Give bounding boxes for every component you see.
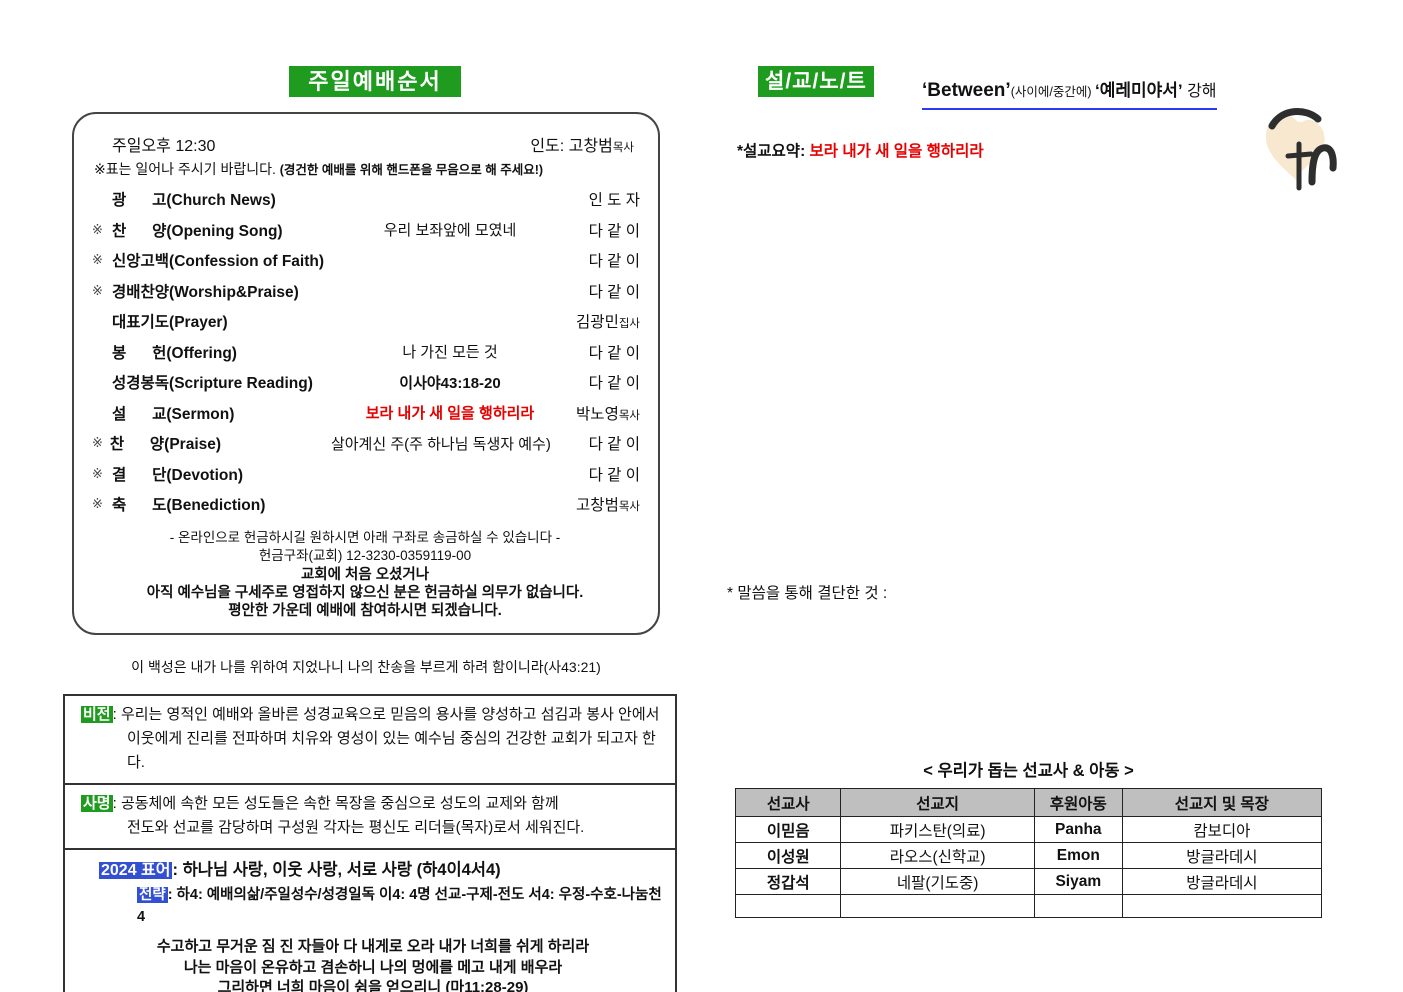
row-leader: 다 같 이 (588, 375, 640, 393)
header-missionary: 선교사 (734, 788, 842, 817)
summary-text: 보라 내가 새 일을 행하리라 (809, 143, 984, 160)
worship-row-praise-worship: ※ 경배찬양(Worship&Praise) 다 같 이 (90, 276, 640, 307)
heart-cross-logo-icon (1262, 106, 1340, 199)
row-leader: 김광민집사 (576, 314, 640, 332)
worship-row-praise: ※ 찬 양(Praise) 살아계신 주(주 하나님 독생자 예수) 다 같 이 (90, 428, 640, 459)
service-leader: 인도: 고창범목사 (530, 138, 634, 155)
table-header-row: 선교사 선교지 후원아동 선교지 및 목장 (734, 788, 1323, 817)
row-leader: 다 같 이 (588, 283, 640, 301)
welcome-line-2: 아직 예수님을 구세주로 영접하지 않으신 분은 헌금하실 의무가 없습니다. (146, 584, 584, 601)
series-name: ‘Between’ (922, 80, 1011, 101)
sermon-series-title: ‘Between’(사이에/중간에) ‘예레미야서’ 강해 (922, 76, 1217, 110)
mission-label: 사명 (81, 795, 113, 812)
stand-marker: ※ (92, 496, 103, 512)
service-time: 주일오후 12:30 (112, 138, 216, 155)
mission-line-2: 전도와 선교를 감당하며 구성원 각자는 평신도 리더들(목자)로서 세워진다. (127, 819, 585, 836)
table-row: 이믿음 파키스탄(의료) Panha 캄보디아 (734, 816, 1323, 843)
worship-order-box: 주일오후 12:30 인도: 고창범목사 ※표는 일어나 주시기 바랍니다. (… (72, 112, 660, 635)
giving-notes: - 온라인으로 헌금하시길 원하시면 아래 구좌로 송금하실 수 있습니다 - … (90, 529, 640, 620)
stand-marker: ※ (92, 435, 103, 451)
summary-label: *설교요약: (737, 143, 810, 160)
vision-box: 비전: 우리는 영적인 예배와 올바른 성경교육으로 믿음의 용사를 양성하고 … (63, 694, 677, 785)
worship-row-scripture: 성경봉독(Scripture Reading) 이사야43:18-20 다 같 … (90, 367, 640, 398)
vision-line-2: 이웃에게 진리를 전파하며 치유와 영성이 있는 예수님 중심의 건강한 교회가… (127, 730, 656, 771)
header-field-mokjang: 선교지 및 목장 (1121, 788, 1323, 817)
worship-row-offering: 봉 헌(Offering) 나 가진 모든 것 다 같 이 (90, 337, 640, 368)
worship-row-benediction: ※ 축 도(Benediction) 고창범목사 (90, 489, 640, 520)
worship-box-header: 주일오후 12:30 인도: 고창범목사 (90, 130, 640, 156)
stand-marker: ※ (92, 282, 103, 298)
mission-line-1: 사명: 공동체에 속한 모든 성도들은 속한 목장을 중심으로 성도의 교제와 … (81, 795, 559, 812)
row-leader: 다 같 이 (588, 344, 640, 362)
motto-box: 2024 표어: 하나님 사랑, 이웃 사랑, 서로 사랑 (하4이4서4) 전… (63, 848, 677, 992)
leader-title-suffix: 목사 (612, 142, 634, 154)
worship-order-title: 주일예배순서 (289, 66, 461, 97)
table-row: 이성원 라오스(신학교) Emon 방글라데시 (734, 842, 1323, 869)
mission-box: 사명: 공동체에 속한 모든 성도들은 속한 목장을 중심으로 성도의 교제와 … (63, 783, 677, 850)
strategy-line: 전략: 하4: 예배의삶/주일성수/성경일독 이4: 4명 선교-구제-전도 서… (137, 887, 662, 925)
song-title: 나 가진 모든 것 (402, 344, 498, 362)
header-sponsored-child: 후원아동 (1033, 788, 1123, 817)
motto-label: 2024 표어 (99, 862, 173, 879)
worship-row-announcements: 광 고(Church News) 인 도 자 (90, 184, 640, 215)
row-leader: 다 같 이 (588, 253, 640, 271)
worship-row-sermon: 설 교(Sermon) 보라 내가 새 일을 행하리라 박노영목사 (90, 398, 640, 429)
table-row: 정갑석 네팔(기도중) Siyam 방글라데시 (734, 868, 1323, 895)
giving-account: 헌금구좌(교회) 12-3230-0359119-00 (258, 548, 472, 563)
series-book: ‘예레미야서’ (1094, 81, 1183, 100)
motto-line: 2024 표어: 하나님 사랑, 이웃 사랑, 서로 사랑 (하4이4서4) (99, 861, 501, 879)
strategy-label: 전략 (137, 887, 168, 903)
song-title: 살아계신 주(주 하나님 독생자 예수) (330, 435, 551, 453)
worship-row-confession: ※ 신앙고백(Confession of Faith) 다 같 이 (90, 245, 640, 276)
scripture-reference: 이사야43:18-20 (399, 374, 501, 392)
stand-marker: ※ (92, 252, 103, 268)
song-title: 우리 보좌앞에 모였네 (383, 222, 517, 240)
row-leader: 인 도 자 (588, 192, 640, 210)
phone-silence-note: (경건한 예배를 위해 핸드폰을 무음으로 해 주세요!) (279, 163, 544, 177)
stand-marker: ※ (92, 221, 103, 237)
worship-row-prayer: 대표기도(Prayer) 김광민집사 (90, 306, 640, 337)
worship-items: 광 고(Church News) 인 도 자 ※ 찬 양(Opening Son… (90, 184, 640, 520)
row-leader: 고창범목사 (576, 497, 640, 515)
sermon-note-badge: 설/교/노/트 (758, 66, 874, 97)
sermon-title-text: 보라 내가 새 일을 행하리라 (365, 405, 535, 423)
row-leader: 박노영목사 (576, 405, 640, 423)
series-translation: (사이에/중간에) (1010, 85, 1095, 99)
decision-prompt: * 말씀을 통해 결단한 것 : (727, 585, 888, 602)
online-giving-note: - 온라인으로 헌금하시길 원하시면 아래 구좌로 송금하실 수 있습니다 - (169, 529, 561, 545)
stand-marker: ※ (92, 465, 103, 481)
sermon-summary: *설교요약: 보라 내가 새 일을 행하리라 (737, 139, 984, 161)
missionary-table: 선교사 선교지 후원아동 선교지 및 목장 이믿음 파키스탄(의료) Panha… (734, 788, 1323, 918)
info-boxes: 비전: 우리는 영적인 예배와 올바른 성경교육으로 믿음의 용사를 양성하고 … (63, 694, 677, 992)
row-leader: 다 같 이 (588, 466, 640, 484)
stand-note: ※표는 일어나 주시기 바랍니다. (경건한 예배를 위해 핸드폰을 무음으로 … (94, 161, 544, 177)
matthew-verse: 수고하고 무거운 짐 진 자들아 다 내게로 오라 내가 너희를 쉬게 하리라 … (156, 938, 590, 992)
missionary-table-title: < 우리가 돕는 선교사 & 아동 > (923, 762, 1134, 780)
welcome-line-3: 평안한 가운데 예배에 참여하시면 되겠습니다. (228, 602, 502, 619)
vision-label: 비전 (81, 706, 113, 723)
worship-row-opening-song: ※ 찬 양(Opening Song) 우리 보좌앞에 모였네 다 같 이 (90, 215, 640, 246)
isaiah-verse: 이 백성은 내가 나를 위하여 지었나니 나의 찬송을 부르게 하려 함이니라(… (131, 659, 601, 675)
header-field: 선교지 (840, 788, 1035, 817)
welcome-line-1: 교회에 처음 오셨거나 (300, 566, 430, 583)
table-row-empty (734, 894, 1323, 918)
worship-row-devotion: ※ 결 단(Devotion) 다 같 이 (90, 459, 640, 490)
vision-line-1: 비전: 우리는 영적인 예배와 올바른 성경교육으로 믿음의 용사를 양성하고 … (81, 706, 660, 723)
row-leader: 다 같 이 (588, 436, 640, 454)
row-leader: 다 같 이 (588, 222, 640, 240)
